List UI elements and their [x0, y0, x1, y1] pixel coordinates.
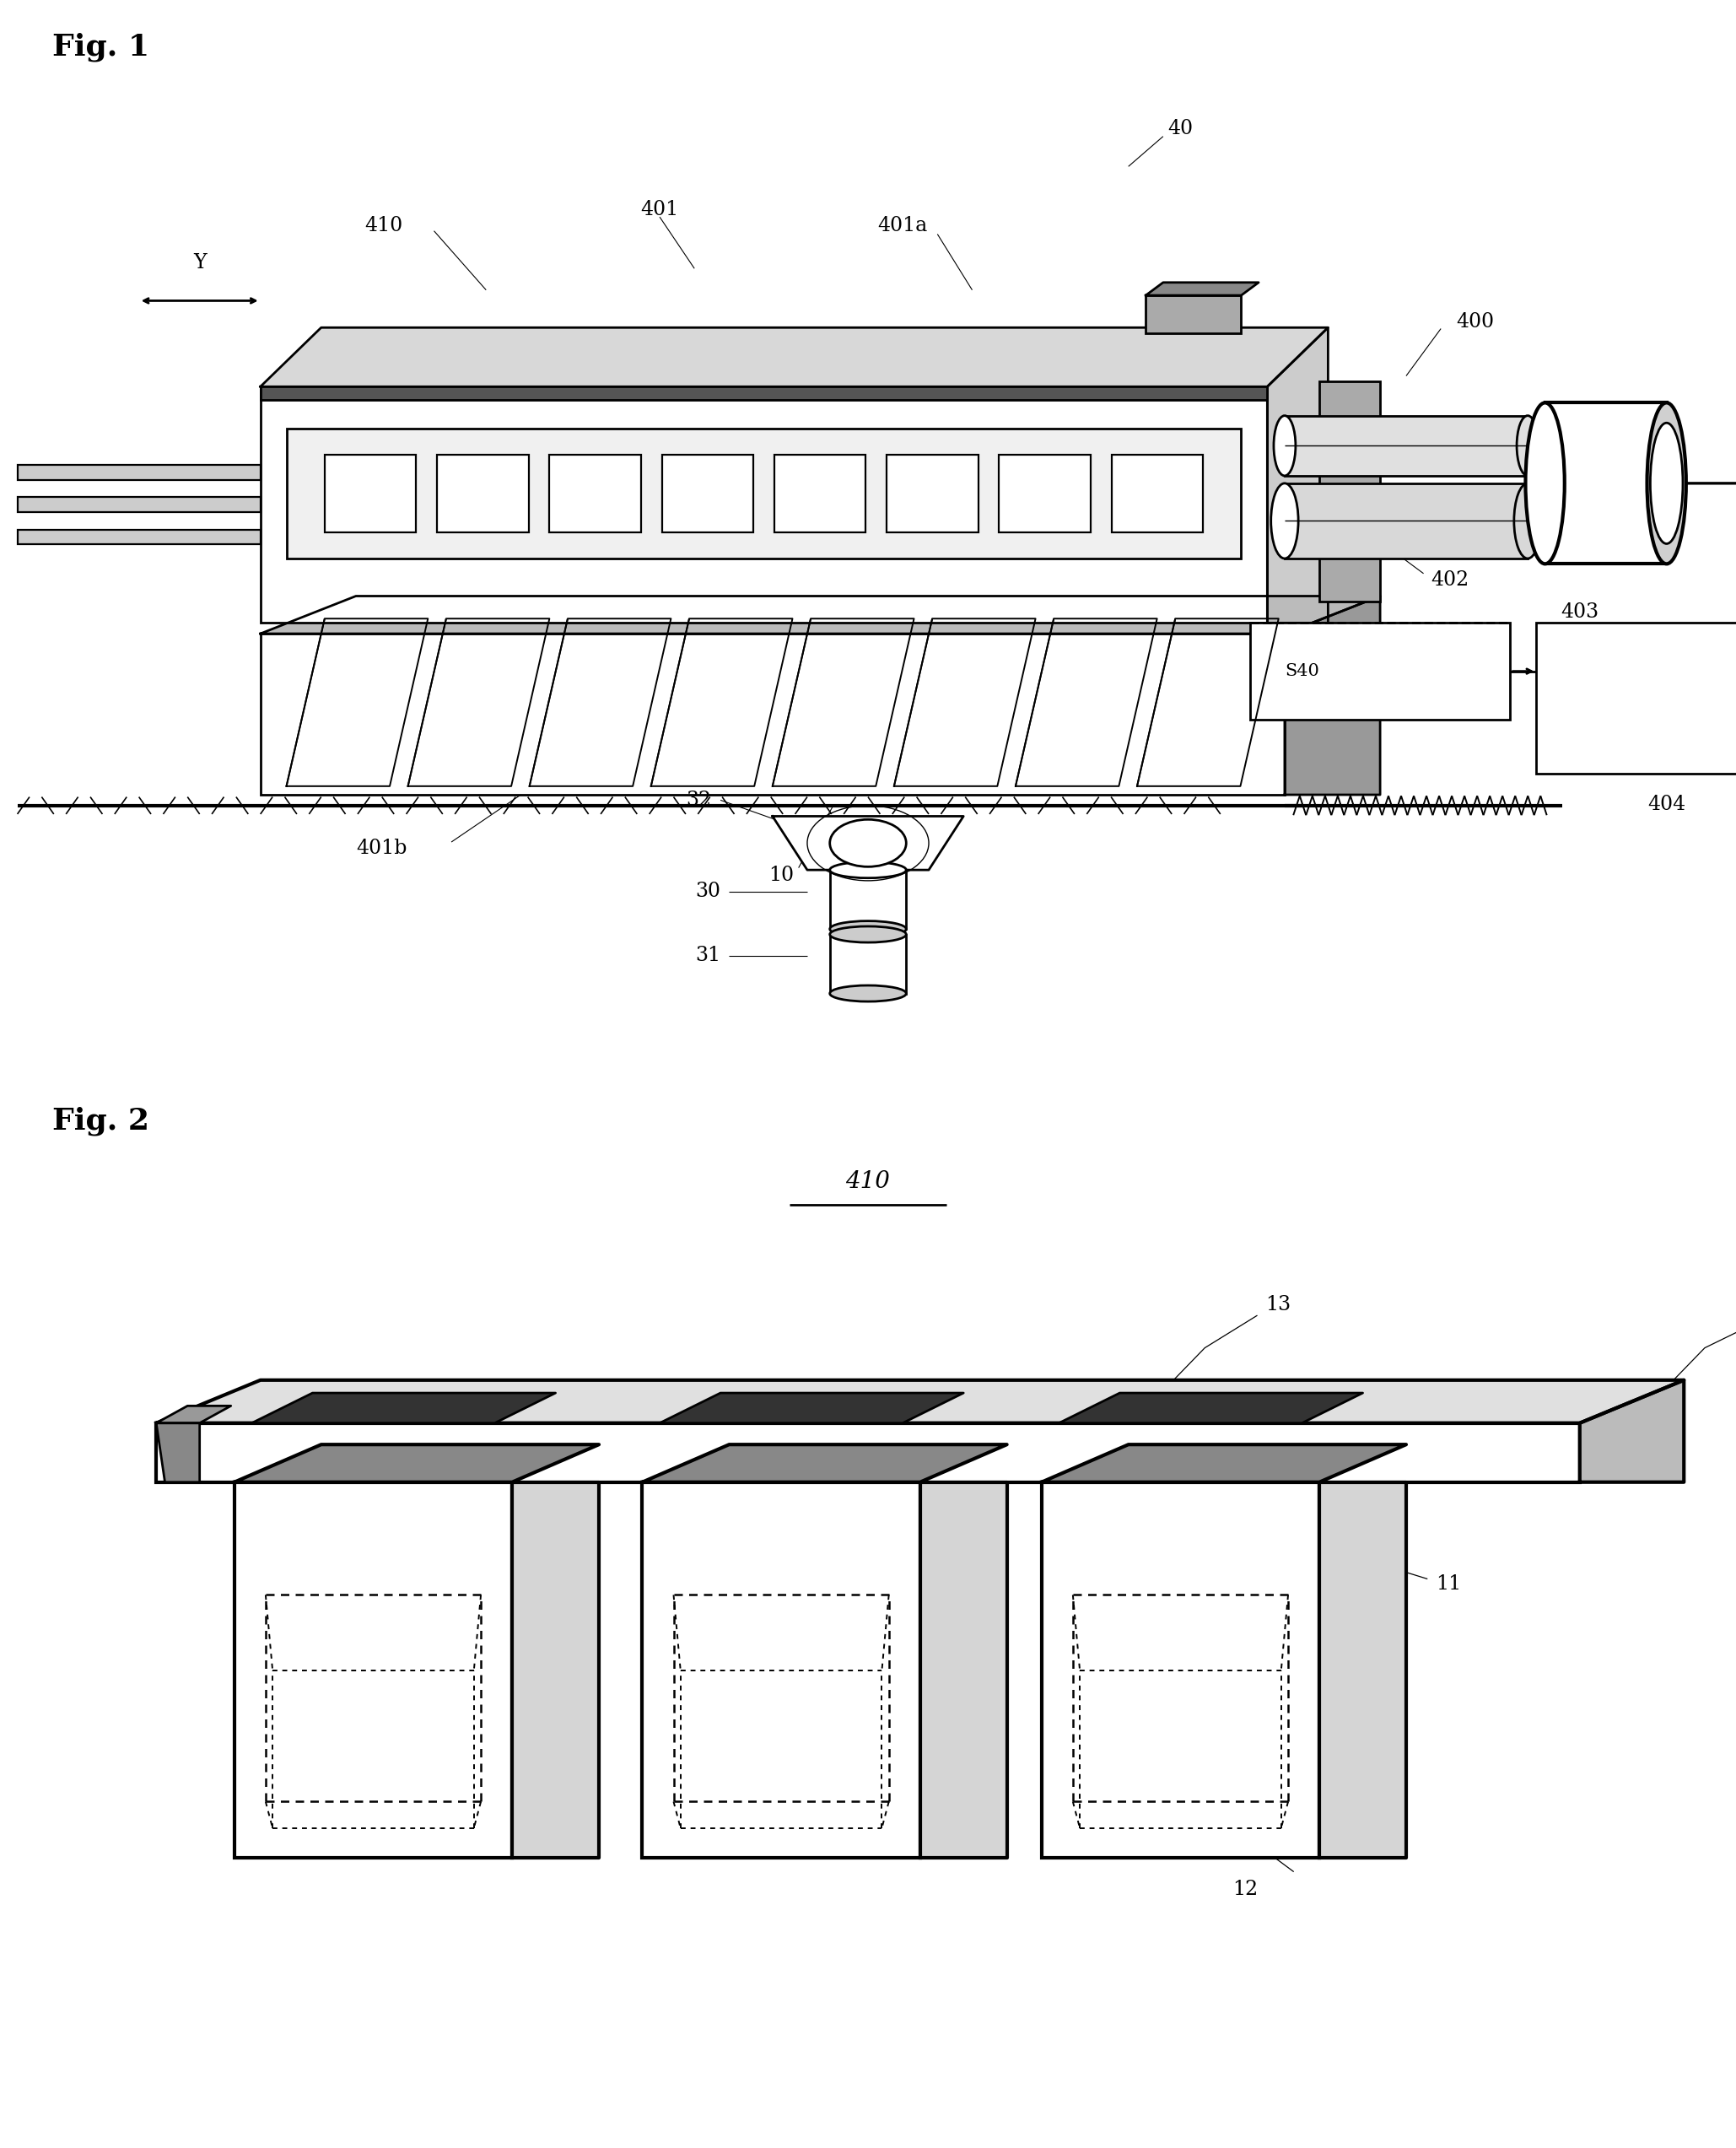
Polygon shape	[1267, 326, 1328, 623]
Text: 11: 11	[1436, 1574, 1462, 1594]
Polygon shape	[1042, 1443, 1406, 1482]
Polygon shape	[773, 816, 963, 870]
Bar	[830, 934, 906, 992]
Ellipse shape	[1514, 483, 1542, 558]
Text: 401b: 401b	[356, 838, 408, 859]
Bar	[1146, 296, 1241, 333]
Bar	[1319, 380, 1380, 601]
Bar	[1042, 1482, 1319, 1858]
Ellipse shape	[1517, 415, 1538, 477]
Text: 404: 404	[1647, 795, 1686, 814]
Ellipse shape	[830, 861, 906, 879]
Text: 410: 410	[365, 215, 403, 236]
Text: 410: 410	[845, 1171, 891, 1192]
Bar	[1250, 623, 1510, 720]
Text: 32: 32	[686, 790, 712, 810]
Polygon shape	[156, 1379, 1684, 1422]
Text: S40: S40	[1285, 664, 1319, 679]
Polygon shape	[234, 1443, 599, 1482]
Ellipse shape	[830, 926, 906, 943]
Polygon shape	[920, 1482, 1007, 1858]
Bar	[260, 387, 1267, 400]
Text: Y: Y	[193, 253, 207, 273]
Text: 401: 401	[641, 200, 679, 219]
Text: 13: 13	[1266, 1295, 1292, 1315]
Text: 403: 403	[1561, 601, 1599, 623]
Bar	[642, 1482, 920, 1858]
Ellipse shape	[830, 921, 906, 937]
Bar	[286, 430, 1241, 558]
Bar	[260, 387, 1267, 623]
Text: 401a: 401a	[878, 215, 927, 236]
Polygon shape	[1319, 1482, 1406, 1858]
Polygon shape	[1285, 595, 1380, 795]
Bar	[1000, 455, 1090, 533]
Text: -14: -14	[1288, 1794, 1319, 1813]
Ellipse shape	[1651, 423, 1682, 543]
Polygon shape	[156, 1405, 231, 1422]
Bar	[234, 1482, 512, 1858]
Bar	[661, 455, 753, 533]
Text: 402: 402	[1430, 569, 1469, 591]
Bar	[156, 1422, 1580, 1482]
Bar	[17, 498, 260, 511]
Bar	[325, 455, 417, 533]
Polygon shape	[512, 1482, 599, 1858]
Polygon shape	[156, 1422, 200, 1482]
Text: 10: 10	[769, 866, 793, 885]
Text: Fig. 2: Fig. 2	[52, 1106, 149, 1136]
Bar	[1111, 455, 1203, 533]
Bar	[1285, 415, 1528, 475]
Bar	[437, 455, 528, 533]
Text: 31: 31	[694, 945, 720, 967]
Text: 40: 40	[1168, 118, 1193, 140]
Circle shape	[830, 818, 906, 866]
Polygon shape	[660, 1392, 963, 1422]
Text: 12: 12	[1233, 1880, 1259, 1899]
Bar	[1285, 483, 1528, 558]
Bar	[260, 634, 1285, 795]
Polygon shape	[642, 1443, 1007, 1482]
Bar	[887, 455, 979, 533]
Bar	[1545, 404, 1667, 563]
Text: 30: 30	[694, 881, 720, 902]
Text: 10: 10	[1167, 1837, 1194, 1858]
Polygon shape	[1146, 281, 1259, 294]
Polygon shape	[1059, 1392, 1363, 1422]
Polygon shape	[260, 595, 1380, 634]
Polygon shape	[252, 1392, 556, 1422]
Text: 10: 10	[359, 1837, 387, 1858]
Bar	[1536, 623, 1736, 773]
Bar	[17, 528, 260, 543]
Text: Fig. 1: Fig. 1	[52, 32, 149, 62]
Ellipse shape	[1271, 483, 1299, 558]
Ellipse shape	[1526, 404, 1564, 563]
Bar	[549, 455, 641, 533]
Ellipse shape	[1647, 404, 1686, 563]
Text: 10: 10	[767, 1837, 795, 1858]
Bar	[17, 464, 260, 479]
Polygon shape	[1580, 1379, 1684, 1482]
Bar	[774, 455, 866, 533]
Text: 400: 400	[1457, 311, 1495, 333]
Bar	[830, 870, 906, 928]
Ellipse shape	[830, 986, 906, 1001]
Ellipse shape	[1274, 415, 1295, 477]
Polygon shape	[260, 326, 1328, 387]
